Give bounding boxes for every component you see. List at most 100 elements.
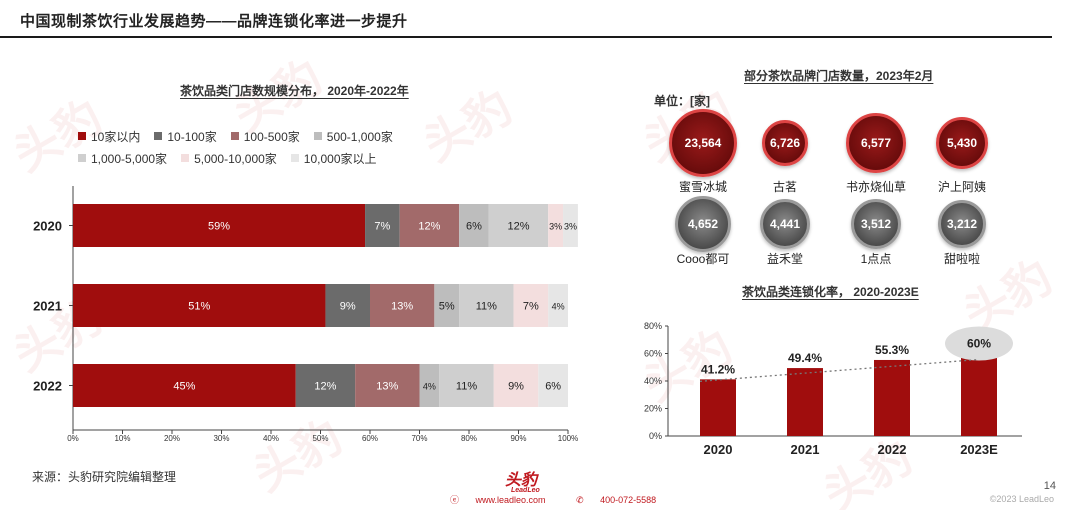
header-divider xyxy=(0,36,1052,38)
x-tick-label: 30% xyxy=(213,434,229,443)
stacked-bar-chart: 0% 10% 20% 30% 40% 50% 60% 70% 80% 90% 100% 2020 59%… xyxy=(33,186,578,443)
trend-line xyxy=(699,358,980,382)
bar-segment xyxy=(459,204,489,247)
legend-label: 5,000-10,000家 xyxy=(194,151,277,166)
phone-text: 400-072-5588 xyxy=(600,495,657,505)
legend-swatch xyxy=(154,132,163,140)
x-tick-label: 0% xyxy=(67,434,79,443)
brand-bubble: 4,441 xyxy=(760,199,810,249)
data-label: 45% xyxy=(173,381,195,393)
legend-label: 10家以内 xyxy=(91,129,141,144)
x-tick-label: 80% xyxy=(461,434,477,443)
legend-item: 500-1,000家 xyxy=(313,125,393,147)
bar-segment xyxy=(73,364,296,407)
data-label: 7% xyxy=(523,301,539,313)
chain-bar xyxy=(700,379,736,436)
bar-segment xyxy=(325,284,370,327)
bar-segment xyxy=(439,364,494,407)
bar-segment xyxy=(419,364,440,407)
globe-icon: ⓔ xyxy=(450,495,462,505)
data-label: 7% xyxy=(374,221,390,233)
bar-segment xyxy=(365,204,400,247)
legend-swatch xyxy=(290,154,299,162)
legend-swatch xyxy=(313,132,322,140)
x-tick-label: 70% xyxy=(411,434,427,443)
unit-label: 单位：[家] xyxy=(654,94,710,108)
brand-name: 古茗 xyxy=(772,180,797,194)
legend-item: 1,000-5,000家 xyxy=(78,147,167,169)
legend-label: 10-100家 xyxy=(167,129,217,144)
category-label: 2020 xyxy=(704,442,733,457)
legend-item: 100-500家 xyxy=(230,125,300,147)
legend-item: 10家以内 xyxy=(78,125,140,147)
bar-segment xyxy=(73,204,366,247)
data-label: 51% xyxy=(188,301,210,313)
stacked-chart-title: 茶饮品类门店数规模分布， 2020年-2022年 xyxy=(180,84,409,98)
x-tick-label: 100% xyxy=(558,434,578,443)
brand-bubble: 4,652 xyxy=(675,196,731,252)
bar-segment xyxy=(563,204,578,247)
data-label: 12% xyxy=(507,221,529,233)
page-header: 中国现制茶饮行业发展趋势——品牌连锁化率进一步提升 xyxy=(0,10,1080,38)
chain-bar xyxy=(961,353,997,436)
brand-name: Cooo都可 xyxy=(676,252,730,266)
brand-name: 沪上阿姨 xyxy=(937,180,986,194)
bar-segment xyxy=(399,204,460,247)
data-label: 11% xyxy=(456,381,477,393)
legend-label: 500-1,000家 xyxy=(326,129,393,144)
phone-info: ✆ 400-072-5588 xyxy=(576,495,670,505)
data-label: 6% xyxy=(466,221,482,233)
source-note: 来源：头豹研究院编辑整理 xyxy=(32,470,177,484)
category-label: 2020 xyxy=(33,219,62,234)
bar-segment xyxy=(295,364,356,407)
brand-name: 1点点 xyxy=(860,252,892,266)
legend-label: 100-500家 xyxy=(243,129,300,144)
x-tick-label: 20% xyxy=(164,434,180,443)
legend-label: 1,000-5,000家 xyxy=(91,151,168,166)
bar-segment xyxy=(488,204,549,247)
legend-item: 5,000-10,000家 xyxy=(181,147,277,169)
chain-rate-chart: 0% 20% 40% 60% 80% 41.2% 2020 49.4% 2021 55.3% 202… xyxy=(644,321,1022,457)
bubble-chart-title: 部分茶饮品牌门店数量，2023年2月 xyxy=(744,69,934,83)
y-tick-label: 0% xyxy=(649,431,662,441)
bar-segment xyxy=(355,364,420,407)
x-tick-label: 50% xyxy=(312,434,328,443)
data-label: 4% xyxy=(552,302,565,312)
data-label: 13% xyxy=(391,301,413,313)
bar-value-label: 49.4% xyxy=(788,351,822,365)
brand-name: 书亦烧仙草 xyxy=(845,180,906,194)
y-tick-label: 60% xyxy=(644,349,662,359)
data-label: 59% xyxy=(208,221,230,233)
y-tick-label: 20% xyxy=(644,404,662,414)
brand-bubble: 6,577 xyxy=(846,113,906,173)
y-tick-label: 40% xyxy=(644,376,662,386)
brand-name: 益禾堂 xyxy=(766,252,803,266)
x-tick-label: 90% xyxy=(510,434,526,443)
category-label: 2022 xyxy=(878,442,907,457)
page-title: 中国现制茶饮行业发展趋势——品牌连锁化率进一步提升 xyxy=(20,13,408,30)
data-label: 9% xyxy=(340,301,356,313)
legend-swatch xyxy=(181,154,190,162)
bar-segment xyxy=(513,284,549,327)
legend-label: 10,000家以上 xyxy=(303,151,377,166)
brand-bubble: 23,564 xyxy=(669,109,737,177)
bar-segment xyxy=(493,364,539,407)
website-text: www.leadleo.com xyxy=(475,495,546,505)
legend-item: 10,000家以上 xyxy=(290,147,377,169)
website-link[interactable]: ⓔ www.leadleo.com xyxy=(450,495,560,505)
data-label: 12% xyxy=(418,221,440,233)
legend-swatch xyxy=(78,154,86,162)
chain-bar xyxy=(787,368,823,436)
copyright: ©2023 LeadLeo xyxy=(989,494,1054,504)
bar-segment xyxy=(459,284,514,327)
chain-bar xyxy=(874,359,910,436)
x-tick-label: 40% xyxy=(263,434,279,443)
leadleo-logo: 头豹 LeadLeo xyxy=(505,466,540,494)
logo-subtext: LeadLeo xyxy=(511,487,540,494)
logo-text: 头豹 xyxy=(505,472,538,489)
brand-bubble: 6,726 xyxy=(762,120,808,166)
bar-value-label: 60% xyxy=(967,337,991,351)
data-label: 13% xyxy=(376,381,398,393)
bar-value-label: 41.2% xyxy=(701,362,735,376)
data-label: 11% xyxy=(476,301,497,313)
